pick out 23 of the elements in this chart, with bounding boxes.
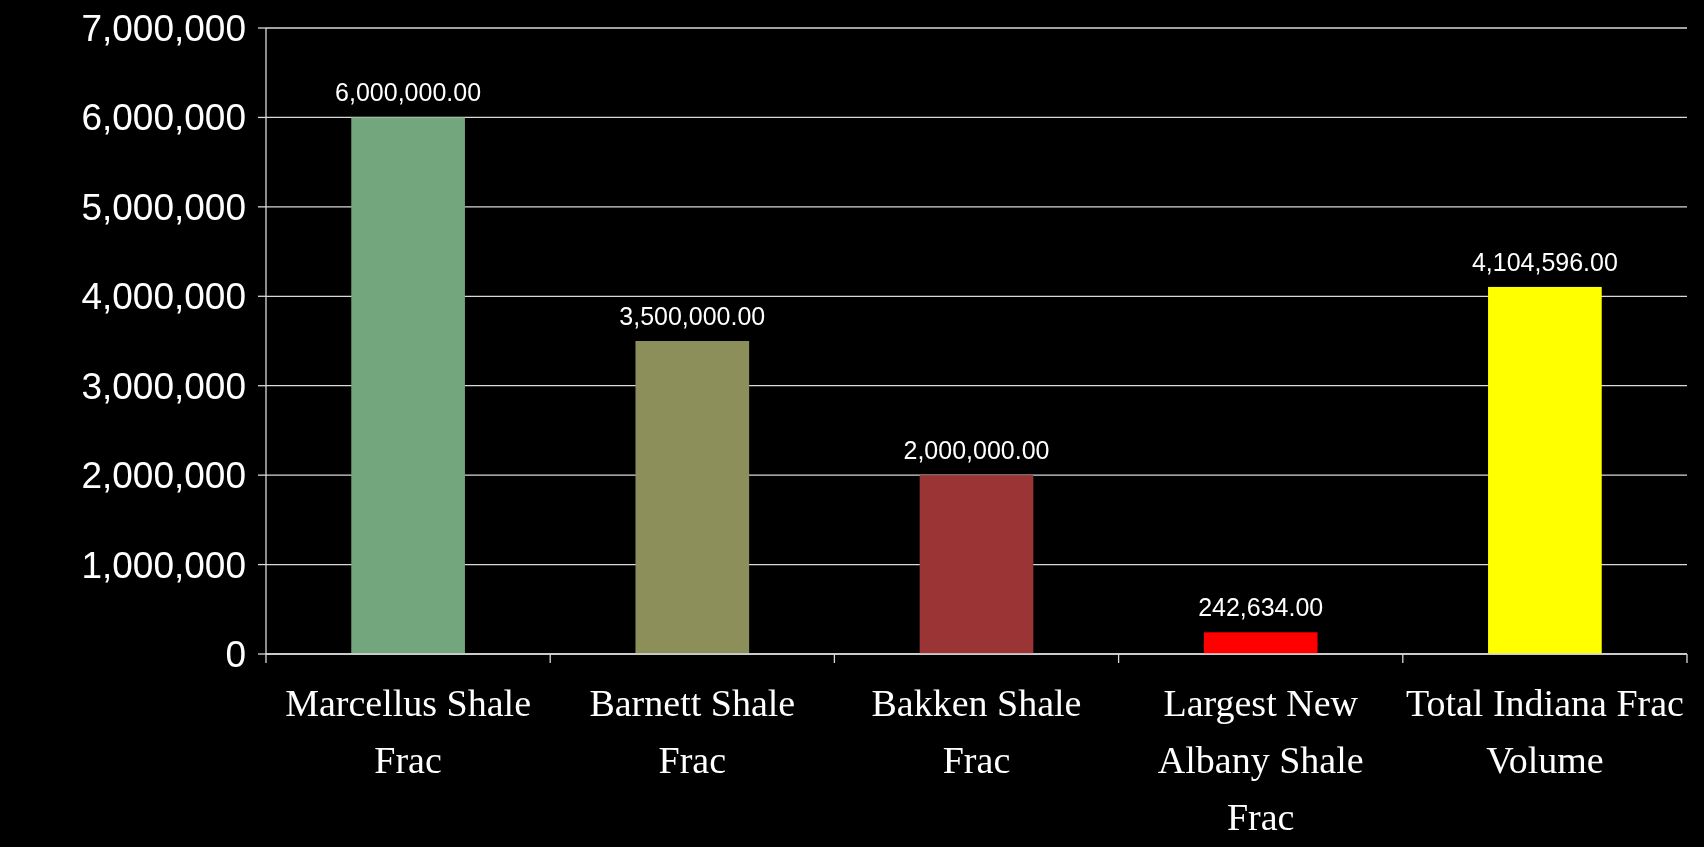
y-tick-label: 2,000,000 [81,455,246,497]
x-tick-label: Barnett Shale Frac [589,682,796,781]
bar [1488,286,1602,654]
x-tick-label: Largest New Albany Shale Frac [1157,682,1364,838]
y-tick-label: 6,000,000 [81,97,246,139]
y-tick-label: 5,000,000 [81,186,246,228]
x-tick-label: Marcellus Shale Frac [285,682,532,781]
x-tick-label: Bakken Shale Frac [871,682,1082,781]
data-label: 6,000,000.00 [335,78,482,107]
y-tick-label: 7,000,000 [81,7,246,49]
data-label: 4,104,596.00 [1471,247,1618,276]
data-label: 242,634.00 [1198,593,1324,622]
bar [919,475,1034,654]
y-tick-label: 3,000,000 [81,365,246,407]
data-label: 3,500,000.00 [619,302,766,330]
x-tick-label: Total Indiana Frac Volume [1405,682,1684,781]
bar [351,117,465,654]
y-tick-label: 4,000,000 [81,276,246,318]
data-label: 2,000,000.00 [903,436,1050,465]
bar [1203,632,1318,654]
y-tick-label: 1,000,000 [81,544,246,586]
bar [635,341,750,654]
y-tick-label: 0 [225,633,246,675]
